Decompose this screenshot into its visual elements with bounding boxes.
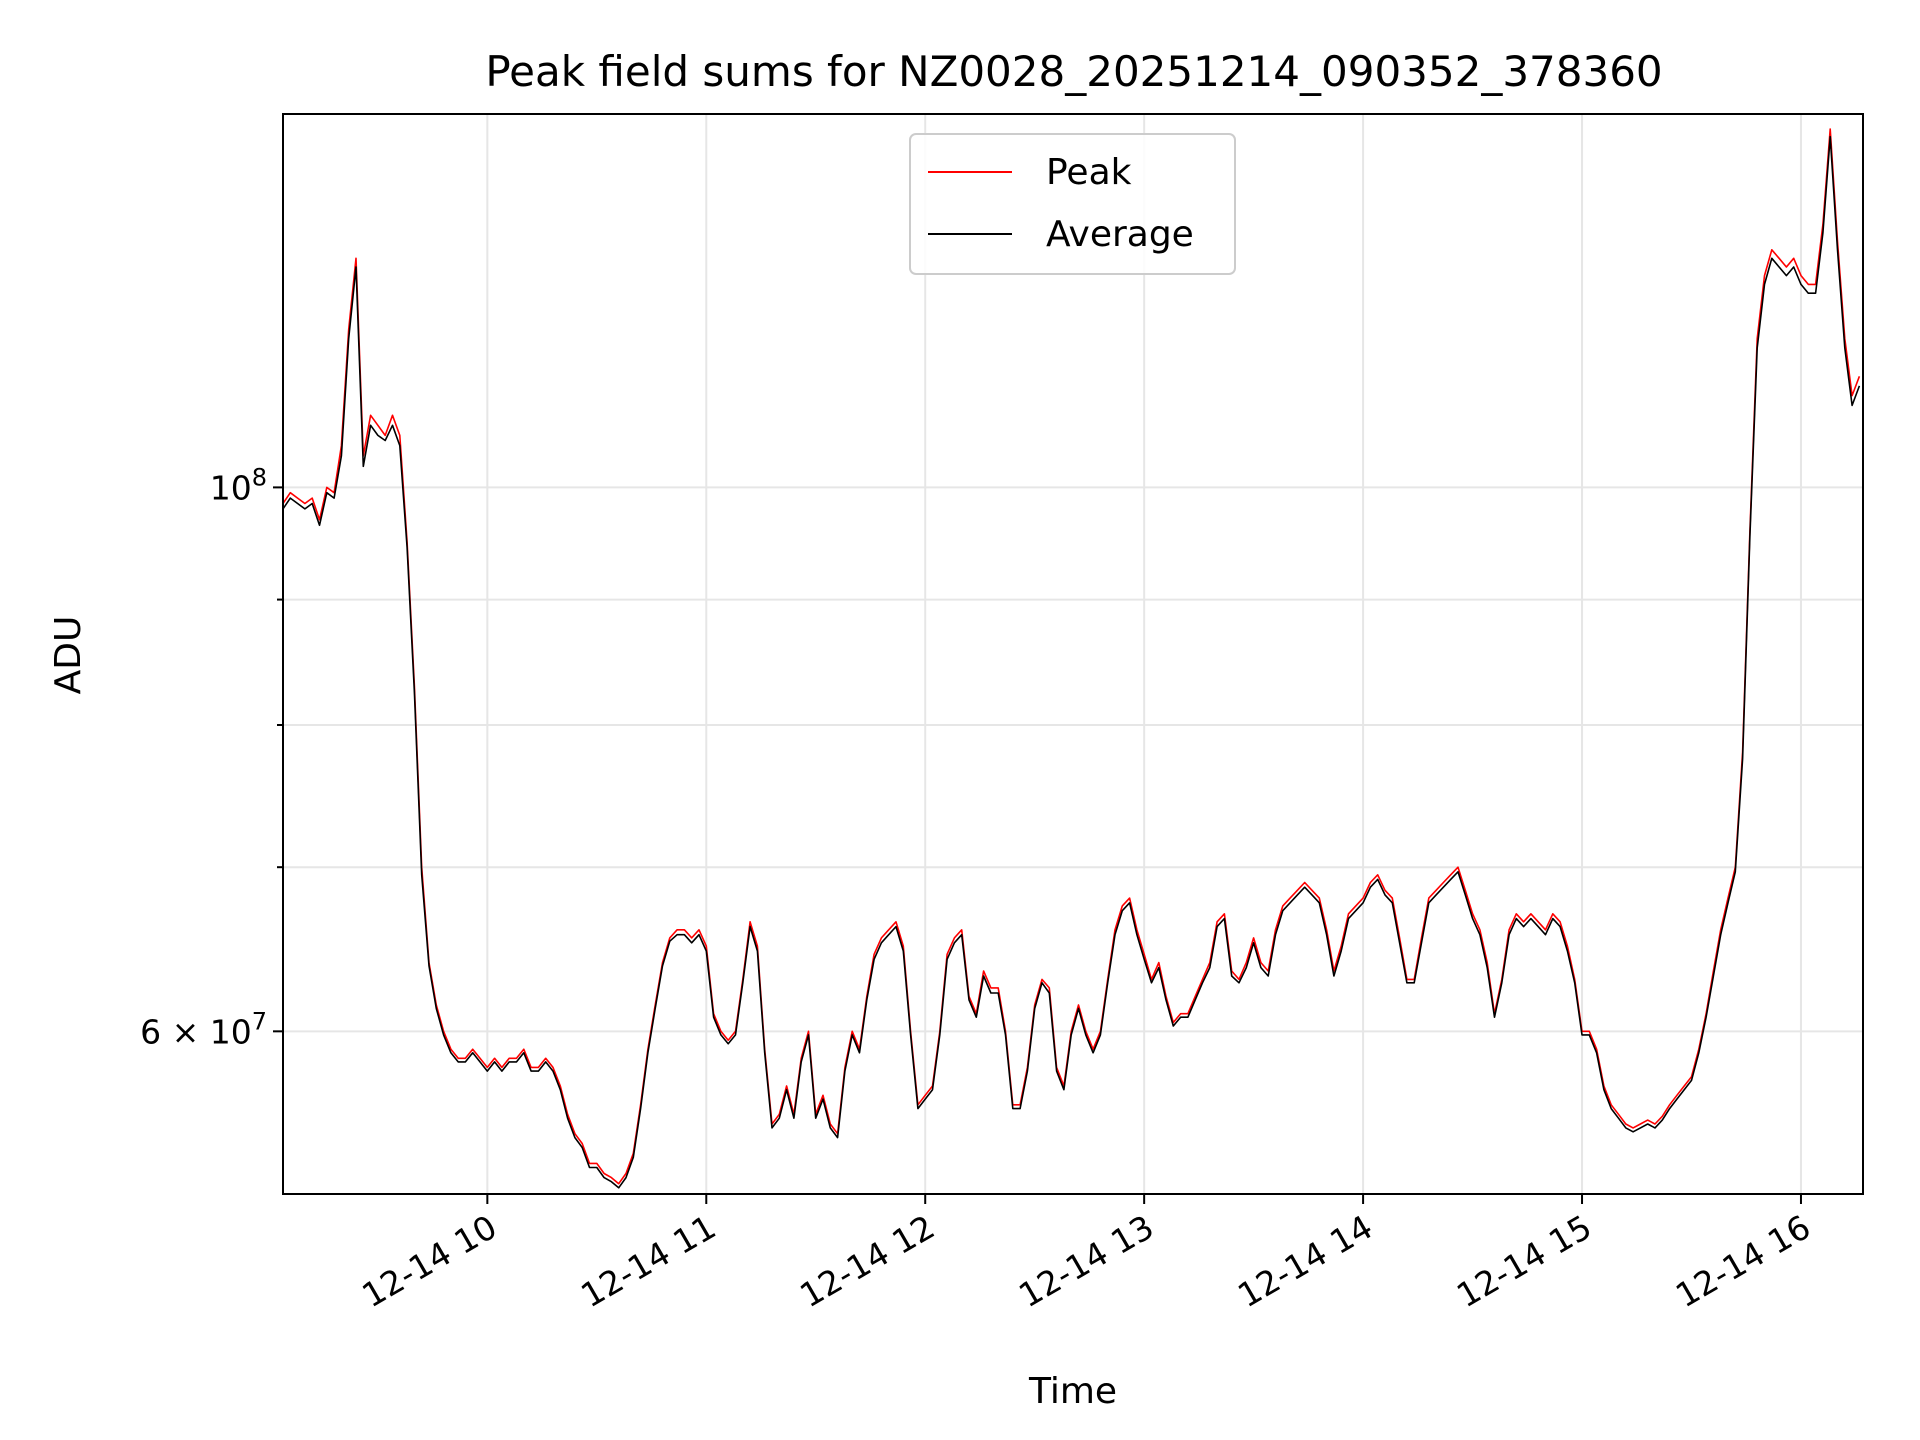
plot-frame: [282, 113, 1864, 1195]
series-line-peak: [282, 128, 1861, 1185]
legend: Peak Average: [909, 133, 1236, 275]
y-tick-label: 108: [210, 463, 267, 507]
legend-label-peak: Peak: [1046, 152, 1132, 193]
chart-title: Peak field sums for NZ0028_20251214_0903…: [485, 47, 1662, 96]
y-tick-label: 6 × 107: [140, 1007, 267, 1051]
y-axis-label: ADU: [48, 616, 89, 695]
series-line-average: [282, 135, 1861, 1189]
series-lines: [282, 128, 1861, 1189]
x-axis-label: Time: [1028, 1371, 1117, 1412]
legend-label-average: Average: [1046, 214, 1194, 255]
legend-box: [909, 133, 1236, 275]
